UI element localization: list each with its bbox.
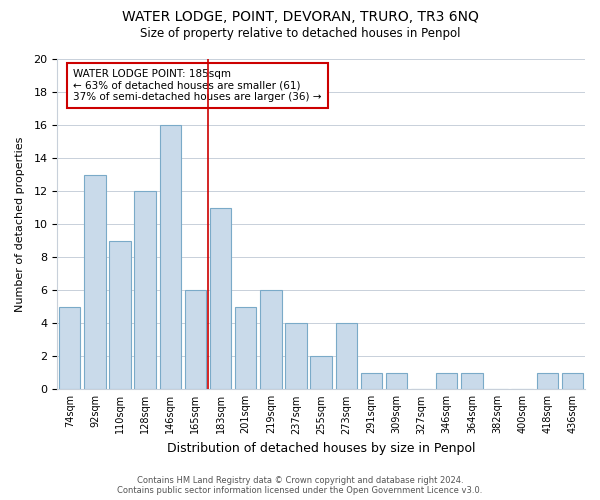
Bar <box>235 306 256 390</box>
Bar <box>335 323 357 390</box>
Bar <box>285 323 307 390</box>
Bar <box>109 240 131 390</box>
X-axis label: Distribution of detached houses by size in Penpol: Distribution of detached houses by size … <box>167 442 475 455</box>
Bar <box>361 373 382 390</box>
Bar <box>562 373 583 390</box>
Bar <box>386 373 407 390</box>
Bar <box>210 208 231 390</box>
Text: Contains HM Land Registry data © Crown copyright and database right 2024.
Contai: Contains HM Land Registry data © Crown c… <box>118 476 482 495</box>
Text: Size of property relative to detached houses in Penpol: Size of property relative to detached ho… <box>140 28 460 40</box>
Y-axis label: Number of detached properties: Number of detached properties <box>15 136 25 312</box>
Bar <box>59 306 80 390</box>
Bar <box>134 191 156 390</box>
Bar <box>160 125 181 390</box>
Bar <box>436 373 457 390</box>
Bar <box>84 174 106 390</box>
Text: WATER LODGE, POINT, DEVORAN, TRURO, TR3 6NQ: WATER LODGE, POINT, DEVORAN, TRURO, TR3 … <box>122 10 478 24</box>
Text: WATER LODGE POINT: 185sqm
← 63% of detached houses are smaller (61)
37% of semi-: WATER LODGE POINT: 185sqm ← 63% of detac… <box>73 69 322 102</box>
Bar <box>260 290 281 390</box>
Bar <box>310 356 332 390</box>
Bar <box>461 373 482 390</box>
Bar <box>185 290 206 390</box>
Bar <box>536 373 558 390</box>
